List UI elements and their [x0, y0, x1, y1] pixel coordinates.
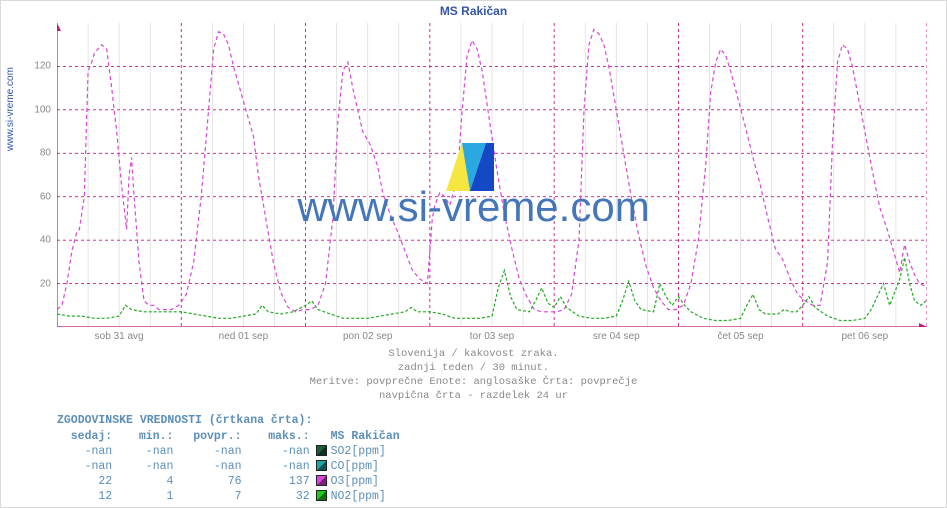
param-label: CO[ppm] — [316, 459, 446, 474]
y-tick-label: 120 — [34, 61, 51, 72]
chart-plot-area — [57, 23, 927, 327]
legend-swatch-icon — [316, 460, 327, 471]
legend-swatch-icon — [316, 475, 327, 486]
x-tick-label: sob 31 avg — [95, 331, 144, 342]
legend-swatch-icon — [316, 490, 327, 501]
y-tick-label: 80 — [40, 148, 51, 159]
caption-line: Meritve: povprečne Enote: anglosaške Črt… — [1, 375, 946, 389]
y-tick-label: 20 — [40, 278, 51, 289]
history-station: MS Rakičan — [316, 429, 446, 444]
x-tick-label: pon 02 sep — [343, 331, 393, 342]
param-label: O3[ppm] — [316, 474, 446, 489]
param-label: NO2[ppm] — [316, 489, 446, 504]
table-row: 22476137O3[ppm] — [57, 474, 446, 489]
x-tick-label: pet 06 sep — [841, 331, 888, 342]
table-row: 121732NO2[ppm] — [57, 489, 446, 504]
caption-line: Slovenija / kakovost zraka. — [1, 347, 946, 361]
x-tick-label: sre 04 sep — [593, 331, 640, 342]
param-label: SO2[ppm] — [316, 444, 446, 459]
y-tick-label: 100 — [34, 104, 51, 115]
x-tick-label: čet 05 sep — [717, 331, 763, 342]
legend-swatch-icon — [316, 445, 327, 456]
history-table: ZGODOVINSKE VREDNOSTI (črtkana črta):sed… — [57, 413, 446, 504]
history-title: ZGODOVINSKE VREDNOSTI (črtkana črta): — [57, 413, 446, 429]
y-tick-label: 60 — [40, 191, 51, 202]
caption-line: zadnji teden / 30 minut. — [1, 361, 946, 375]
caption-line: navpična črta - razdelek 24 ur — [1, 389, 946, 403]
y-axis-labels: 20 40 60 80 100 120 — [1, 23, 53, 327]
chart-caption: Slovenija / kakovost zraka. zadnji teden… — [1, 347, 946, 403]
table-row: -nan-nan-nan-nanSO2[ppm] — [57, 444, 446, 459]
y-tick-label: 40 — [40, 235, 51, 246]
history-header-row: sedaj:min.:povpr.:maks.:MS Rakičan — [57, 429, 446, 444]
chart-container: www.si-vreme.com MS Rakičan 204060801001… — [0, 0, 947, 508]
x-tick-label: ned 01 sep — [219, 331, 269, 342]
x-tick-label: tor 03 sep — [470, 331, 514, 342]
table-row: -nan-nan-nan-nanCO[ppm] — [57, 459, 446, 474]
x-axis-labels: sob 31 avg ned 01 sep pon 02 sep tor 03 sep… — [57, 331, 927, 345]
chart-title: MS Rakičan — [1, 4, 946, 18]
